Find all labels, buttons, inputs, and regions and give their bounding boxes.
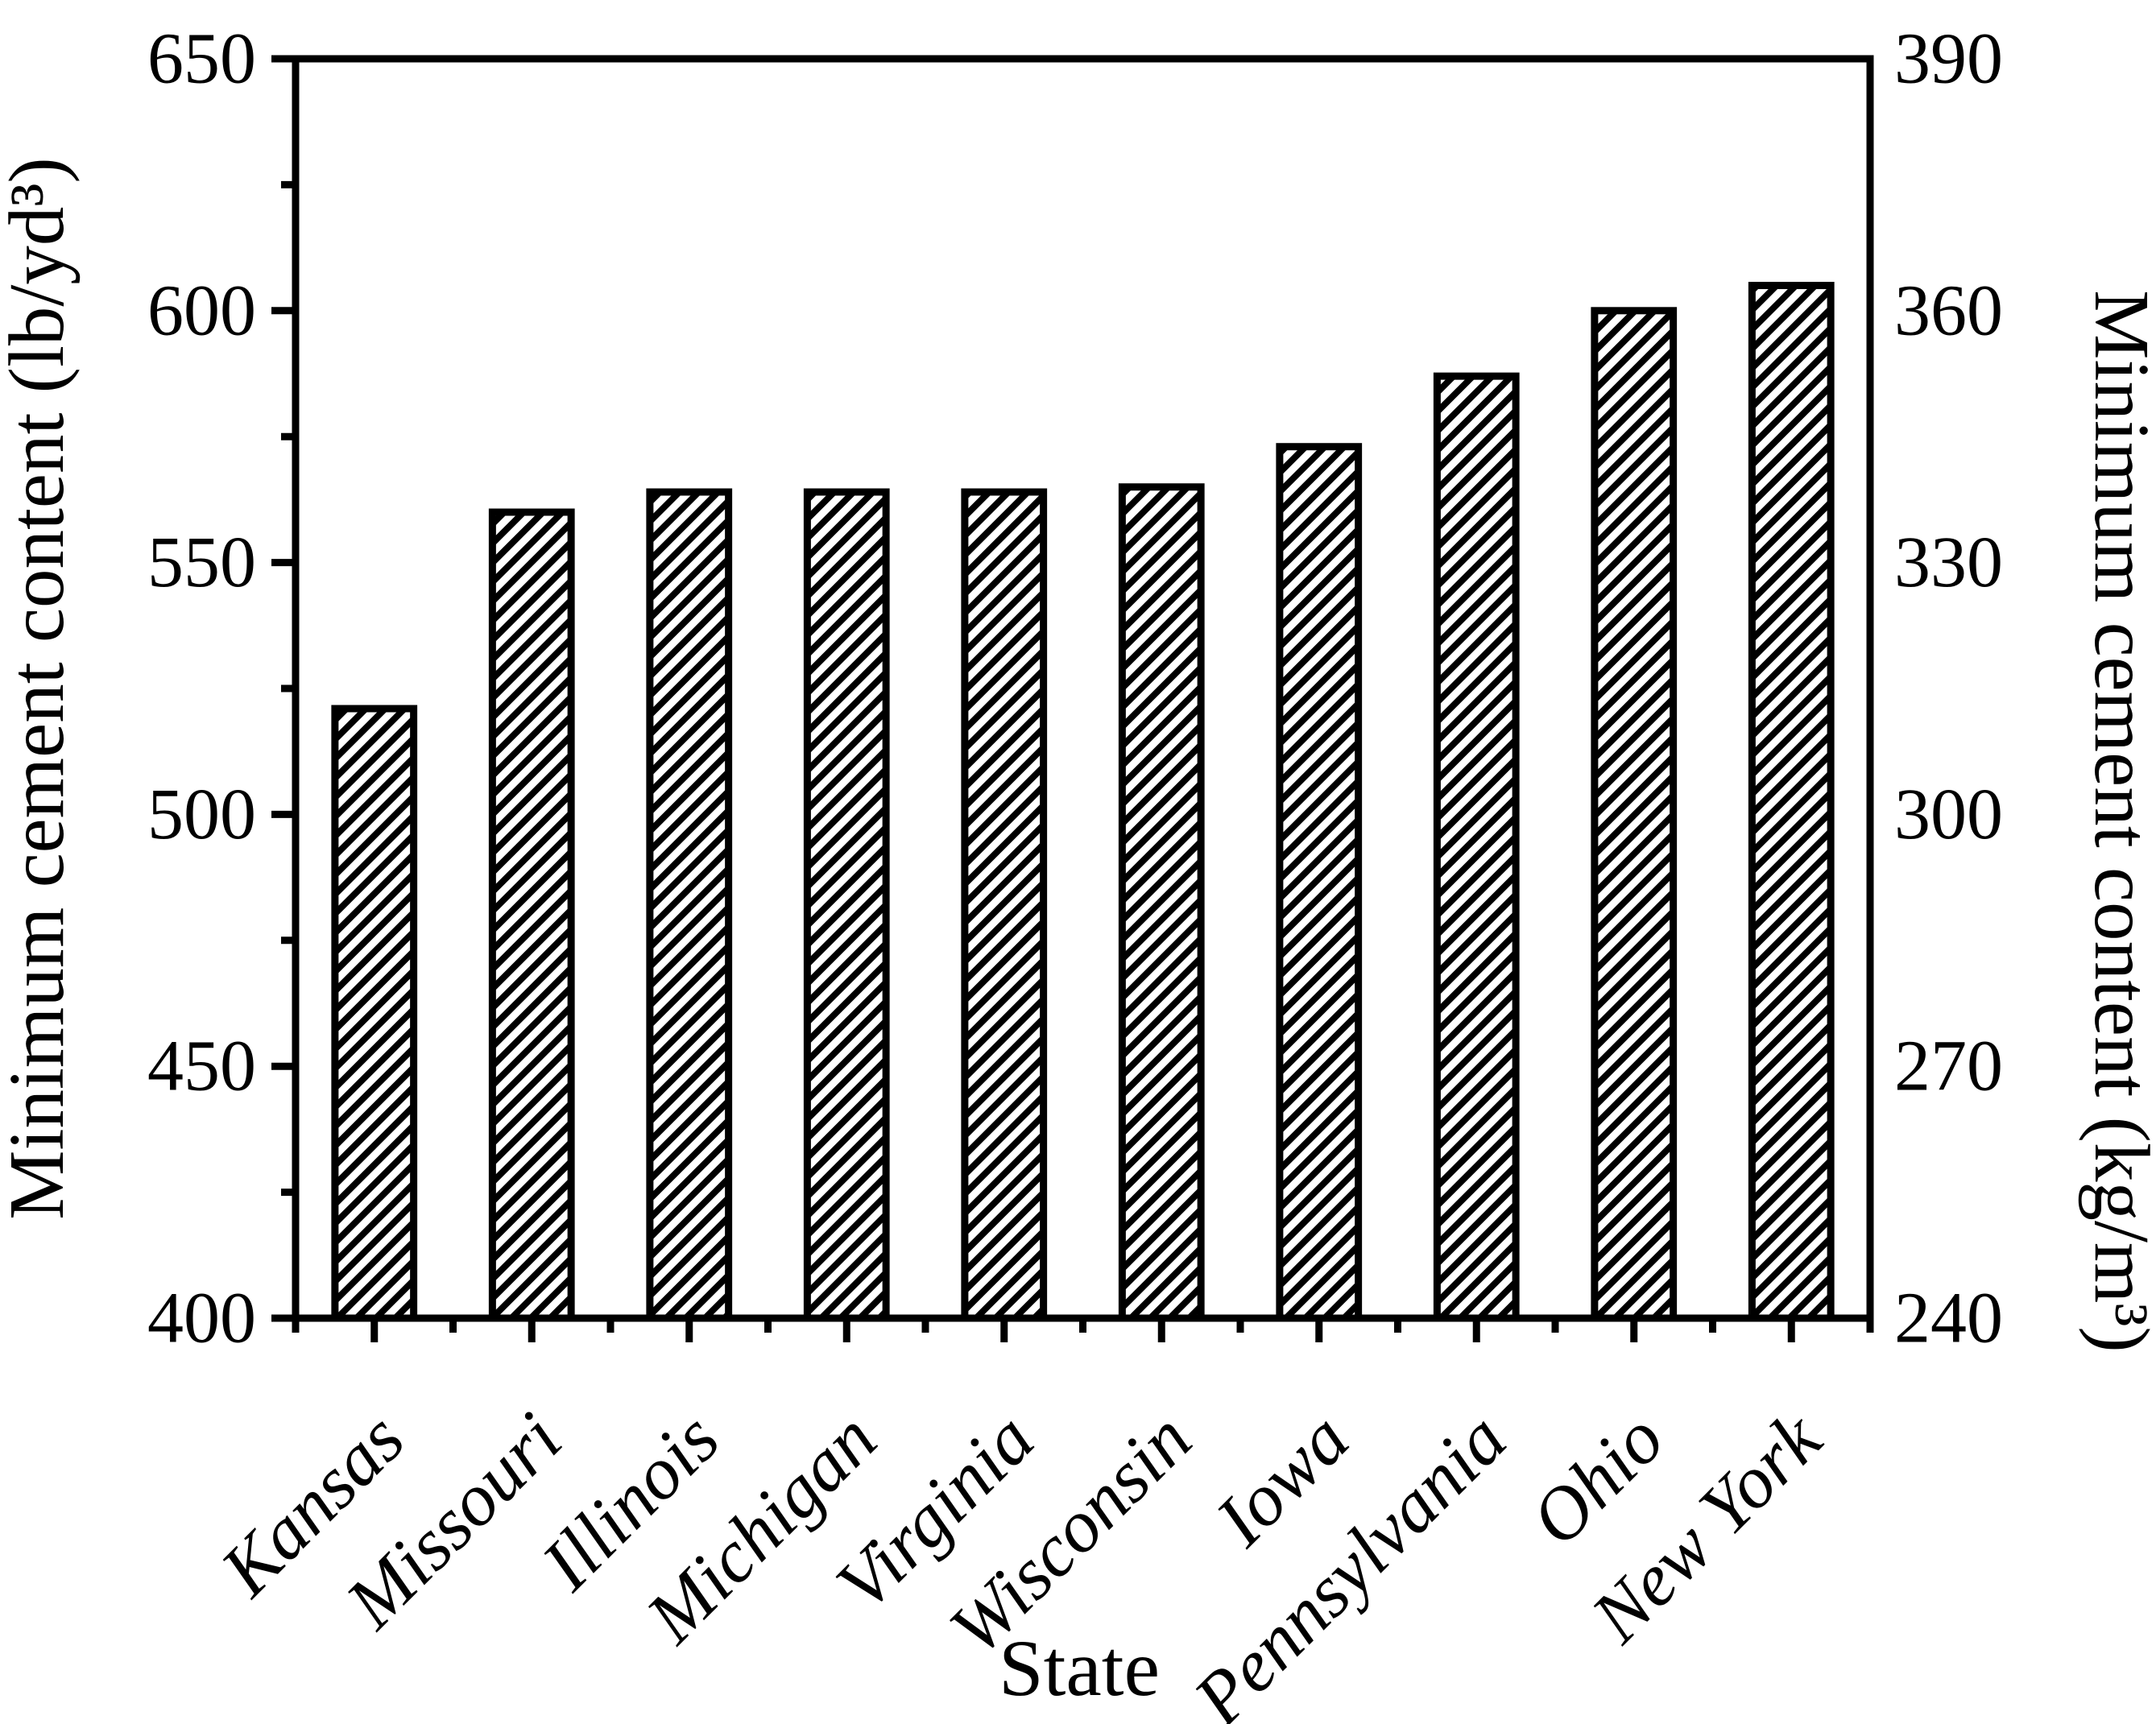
right-tick-label-330: 330 (1894, 523, 2003, 602)
left-tick-label-550: 550 (147, 523, 256, 602)
bar-virginia (961, 488, 1048, 1322)
bar-wisconsin (1118, 483, 1205, 1322)
left-tick-label-400: 400 (147, 1279, 256, 1358)
left-tick-label-650: 650 (147, 19, 256, 99)
plot-border (292, 55, 1874, 1322)
right-tick-label-240: 240 (1894, 1279, 2003, 1358)
left-axis-title: Minimum cement content (lb/yd³) (0, 157, 80, 1219)
right-tick-label-270: 270 (1894, 1027, 2003, 1106)
bar-kansas (331, 705, 418, 1322)
bar-new-york (1748, 282, 1835, 1322)
plot-content: 650600550500450400390360330300270240Kans… (147, 19, 2003, 1724)
right-tick-label-300: 300 (1894, 775, 2003, 854)
left-tick-label-600: 600 (147, 271, 256, 350)
bar-pennsylvania (1433, 372, 1520, 1322)
bar-missouri (488, 508, 575, 1322)
left-tick-label-450: 450 (147, 1027, 256, 1106)
right-tick-label-390: 390 (1894, 19, 2003, 99)
x-axis-title: State (999, 1623, 1160, 1713)
bar-michigan (803, 488, 890, 1322)
right-axis-title: Minimum cement content (kg/m³) (2079, 290, 2156, 1352)
right-tick-label-360: 360 (1894, 271, 2003, 350)
bar-iowa (1276, 443, 1363, 1322)
left-tick-label-500: 500 (147, 775, 256, 854)
bar-ohio (1591, 307, 1678, 1322)
bar-illinois (646, 488, 733, 1322)
